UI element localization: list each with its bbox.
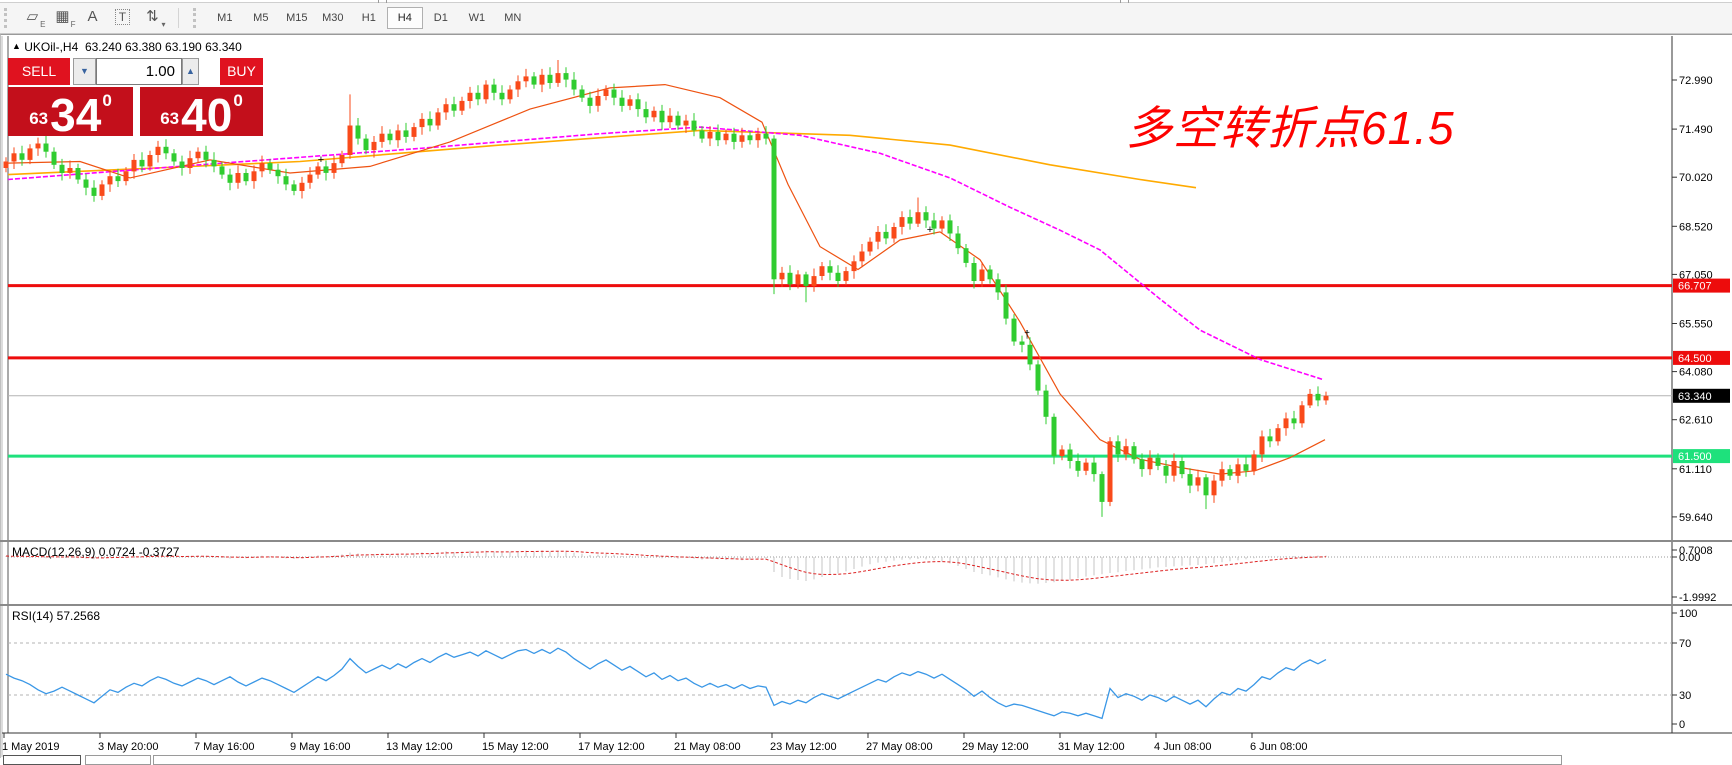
tf-button-h4[interactable]: H4 — [386, 7, 423, 29]
svg-text:15 May 12:00: 15 May 12:00 — [482, 741, 549, 753]
svg-text:71.490: 71.490 — [1679, 124, 1713, 136]
tf-button-mn[interactable]: MN — [504, 12, 522, 24]
rsi-label: RSI(14) 57.2568 — [12, 609, 101, 623]
bid-pipette: 0 — [102, 91, 112, 110]
ask-pipette: 0 — [233, 91, 243, 110]
bottom-tab[interactable] — [85, 755, 151, 765]
svg-text:61.500: 61.500 — [1678, 451, 1712, 463]
tf-button-m30[interactable]: M30 — [322, 12, 344, 24]
volume-up-button[interactable]: ▲ — [182, 58, 199, 85]
svg-text:70: 70 — [1679, 638, 1691, 650]
bid-pips: 34 — [50, 88, 102, 141]
tf-button-h1[interactable]: H1 — [361, 12, 376, 24]
tf-button-w1[interactable]: W1 — [468, 12, 486, 24]
equidistant-channel-icon[interactable]: ▱ E — [26, 8, 46, 29]
toolbar-grip — [193, 8, 200, 28]
svg-text:+: + — [318, 154, 324, 166]
svg-text:64.500: 64.500 — [1678, 353, 1712, 365]
collapse-triangle-icon[interactable]: ▲ — [12, 41, 21, 51]
svg-text:21 May 08:00: 21 May 08:00 — [674, 741, 741, 753]
svg-text:3 May 20:00: 3 May 20:00 — [98, 741, 159, 753]
bottom-panel-edge — [153, 755, 1562, 765]
timeframe-group: M1 M5 M15 M30 H1 H4 D1 W1 MN — [207, 7, 531, 29]
chart-annotation-text: 多空转折点61.5 — [1126, 102, 1455, 154]
svg-text:+: + — [927, 224, 933, 236]
svg-text:70.020: 70.020 — [1679, 172, 1713, 184]
bid-big-figure: 63 — [29, 109, 49, 128]
bid-price-panel[interactable]: 63 34 0 — [8, 87, 133, 141]
svg-text:27 May 08:00: 27 May 08:00 — [866, 741, 933, 753]
ask-pips: 40 — [181, 88, 233, 141]
chart-header: ▲ UKOil-,H4 63.240 63.380 63.190 63.340 — [12, 40, 242, 54]
text-box-icon[interactable]: T — [109, 6, 135, 28]
svg-text:72.990: 72.990 — [1679, 75, 1713, 87]
symbol-period-label: UKOil-,H4 — [24, 40, 79, 54]
toolbar-separator — [177, 8, 179, 28]
chrome-mark — [386, 0, 387, 3]
drawing-tools-group: ▱ E ▦ F A T ⇅ ▾ — [17, 6, 167, 29]
sell-button[interactable]: SELL — [8, 58, 70, 85]
svg-text:61.110: 61.110 — [1679, 464, 1712, 476]
chrome-mark — [1128, 0, 1129, 3]
tf-button-d1[interactable]: D1 — [433, 12, 448, 24]
svg-text:63.340: 63.340 — [1678, 391, 1712, 403]
svg-text:23 May 12:00: 23 May 12:00 — [770, 741, 837, 753]
text-label-icon[interactable]: A — [87, 8, 98, 25]
tf-button-m1[interactable]: M1 — [217, 12, 233, 24]
svg-text:17 May 12:00: 17 May 12:00 — [578, 741, 645, 753]
bottom-tab[interactable] — [3, 755, 81, 765]
chrome-mark — [1120, 0, 1121, 3]
tf-button-m15[interactable]: M15 — [286, 12, 308, 24]
arrange-arrows-icon[interactable]: ⇅ ▾ — [146, 8, 166, 29]
grid-icon[interactable]: ▦ F — [55, 8, 76, 29]
volume-down-button[interactable]: ▼ — [73, 58, 96, 85]
svg-text:66.707: 66.707 — [1678, 281, 1712, 293]
svg-text:4 Jun 08:00: 4 Jun 08:00 — [1154, 741, 1212, 753]
buy-button[interactable]: BUY — [220, 58, 263, 85]
svg-text:100: 100 — [1679, 608, 1697, 620]
svg-text:68.520: 68.520 — [1679, 221, 1713, 233]
svg-text:31 May 12:00: 31 May 12:00 — [1058, 741, 1125, 753]
ask-price-panel[interactable]: 63 40 0 — [140, 87, 263, 141]
chart-render-layer: + + † 72.990 71.490 70.020 68.520 67.050 65.550 6… — [0, 36, 1732, 757]
toolbar-grip — [4, 8, 11, 28]
svg-text:7 May 16:00: 7 May 16:00 — [194, 741, 255, 753]
tf-button-m5[interactable]: M5 — [253, 12, 269, 24]
svg-text:6 Jun 08:00: 6 Jun 08:00 — [1250, 741, 1308, 753]
macd-label: MACD(12,26,9) 0.0724 -0.3727 — [12, 545, 180, 559]
svg-text:30: 30 — [1679, 690, 1691, 702]
svg-text:†: † — [1024, 329, 1030, 341]
ohlc-quotes: 63.240 63.380 63.190 63.340 — [84, 40, 242, 54]
svg-text:62.610: 62.610 — [1679, 415, 1713, 427]
svg-text:0: 0 — [1679, 719, 1685, 731]
svg-text:29 May 12:00: 29 May 12:00 — [962, 741, 1029, 753]
toolbar: ▱ E ▦ F A T ⇅ ▾ M1 M5 M15 M30 H1 H4 D1 W1 MN — [0, 3, 1732, 34]
svg-text:9 May 16:00: 9 May 16:00 — [290, 741, 351, 753]
chrome-mark — [378, 0, 379, 3]
ask-big-figure: 63 — [160, 109, 180, 128]
volume-input[interactable] — [96, 58, 182, 85]
svg-text:0.7008: 0.7008 — [1679, 545, 1713, 557]
svg-text:0.00: 0.00 — [1679, 552, 1700, 564]
svg-text:67.050: 67.050 — [1679, 269, 1713, 281]
svg-text:1 May 2019: 1 May 2019 — [2, 741, 59, 753]
svg-text:64.080: 64.080 — [1679, 367, 1713, 379]
svg-text:13 May 12:00: 13 May 12:00 — [386, 741, 453, 753]
svg-text:59.640: 59.640 — [1679, 512, 1713, 524]
svg-text:-1.9992: -1.9992 — [1679, 592, 1716, 604]
svg-text:65.550: 65.550 — [1679, 319, 1713, 331]
top-hairline — [0, 2, 1732, 3]
